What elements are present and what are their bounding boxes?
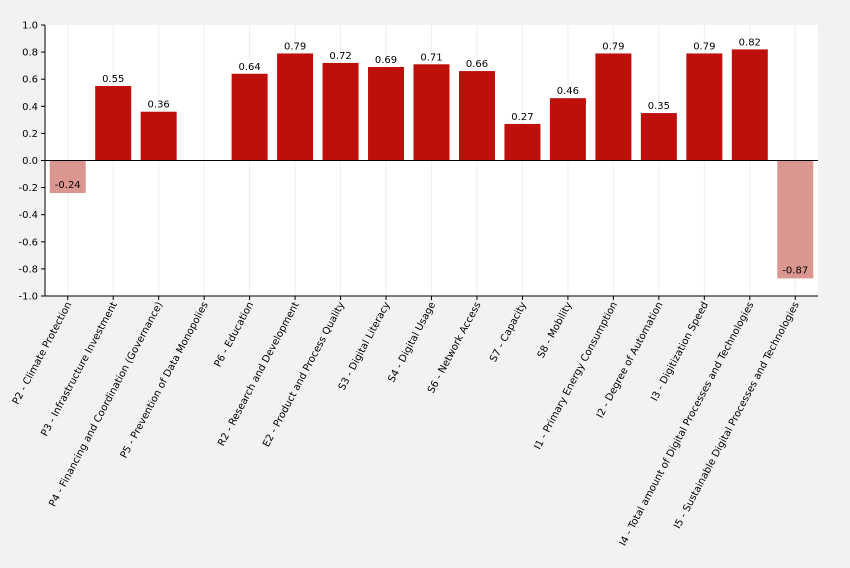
y-tick-label: 0.0 — [22, 156, 38, 167]
bar — [368, 67, 405, 161]
x-tick-label: S6 - Network Access — [426, 300, 484, 395]
bar — [640, 113, 677, 161]
bar — [413, 64, 450, 161]
data-label: 0.35 — [648, 101, 670, 112]
x-tick-label: S8 - Mobility — [536, 300, 575, 360]
data-label: 0.72 — [329, 51, 351, 62]
y-tick-label: -0.8 — [18, 264, 38, 275]
bar — [504, 123, 541, 161]
x-tick-label: P5 - Prevention of Data Monopolies — [119, 300, 211, 460]
data-label: 0.69 — [375, 55, 397, 66]
data-label: 0.36 — [148, 100, 170, 111]
y-axis-ticks: -1.0 -0.8 -0.6 -0.4 -0.2 0.0 0.2 0.4 0.6 0.8 1.0 — [18, 21, 45, 303]
y-tick-label: -1.0 — [18, 292, 38, 303]
y-tick-label: 0.4 — [22, 102, 38, 113]
bar — [731, 49, 768, 161]
data-label: 0.46 — [557, 86, 579, 97]
value-labels: -0.24 0.55 0.36 0.64 0.79 0.72 0.69 0.71 0.66 0.2… — [55, 37, 808, 276]
data-label: -0.87 — [782, 265, 808, 276]
x-tick-label: I1 - Primary Energy Consumption — [533, 300, 620, 451]
y-tick-label: -0.4 — [18, 210, 38, 221]
bar — [322, 62, 359, 161]
bar — [277, 53, 314, 161]
bar — [777, 160, 814, 279]
x-tick-label: R2 - Research and Development — [216, 300, 302, 448]
data-label: -0.24 — [55, 180, 81, 191]
x-tick-label: E2 - Product and Process Quality — [261, 300, 347, 449]
x-tick-label: S4 - Digital Usage — [386, 300, 438, 384]
y-tick-label: -0.2 — [18, 183, 38, 194]
data-label: 0.71 — [420, 52, 442, 63]
x-tick-label: S7 - Capacity — [488, 300, 529, 364]
bar — [595, 53, 632, 161]
bar — [49, 160, 86, 194]
y-tick-label: 1.0 — [22, 21, 38, 32]
data-label: 0.82 — [739, 37, 761, 48]
data-label: 0.79 — [602, 41, 624, 52]
data-label: 0.27 — [511, 112, 533, 123]
data-label: 0.55 — [102, 74, 124, 85]
data-label: 0.79 — [284, 41, 306, 52]
y-tick-label: 0.2 — [22, 129, 38, 140]
bar — [458, 71, 495, 161]
bar — [231, 73, 268, 161]
x-tick-label: S3 - Digital Literacy — [337, 300, 393, 392]
x-tick-label: P6 - Education — [213, 300, 257, 369]
bar — [549, 98, 586, 161]
y-tick-label: 0.8 — [22, 48, 38, 59]
bar — [95, 85, 132, 161]
data-label: 0.79 — [693, 41, 715, 52]
bar — [686, 53, 723, 161]
bar — [140, 111, 177, 161]
y-tick-label: 0.6 — [22, 75, 38, 86]
y-tick-label: -0.6 — [18, 237, 38, 248]
x-tick-label: P3 - Infrastructure Investment — [39, 300, 119, 438]
bars — [49, 49, 814, 279]
data-label: 0.64 — [238, 62, 260, 73]
data-label: 0.66 — [466, 59, 488, 70]
